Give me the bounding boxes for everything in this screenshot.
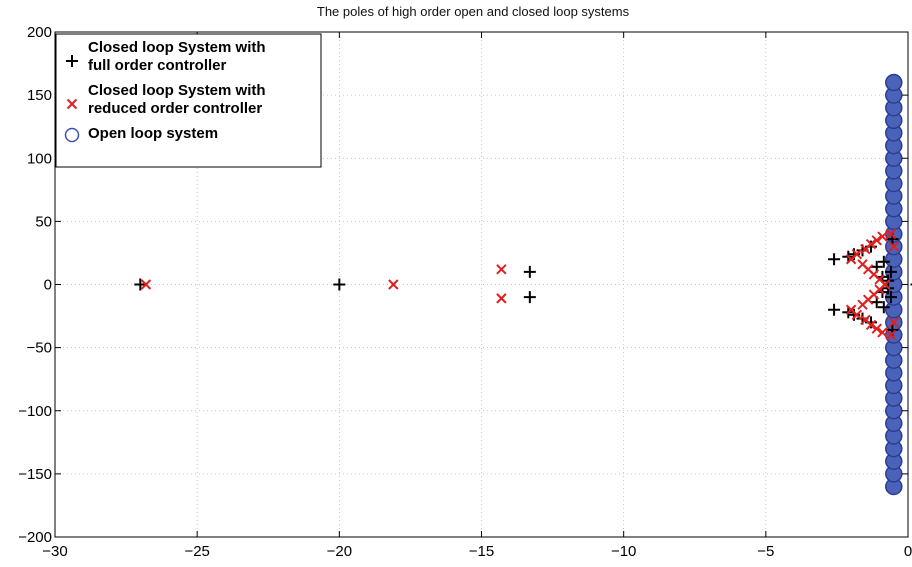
data-point	[877, 301, 890, 314]
legend-box	[55, 33, 322, 168]
y-tick-label: −200	[18, 529, 52, 546]
data-point	[880, 279, 891, 290]
x-stroke-b	[851, 248, 863, 260]
data-point	[885, 329, 897, 341]
x-stroke-b	[885, 329, 897, 341]
data-point	[865, 238, 877, 250]
legend-label: Closed loop System with	[88, 82, 266, 99]
y-tick-label: 200	[27, 24, 52, 41]
data-point	[496, 264, 507, 275]
x-stroke-b	[880, 279, 891, 290]
x-stroke-b	[857, 259, 868, 270]
data-point	[140, 279, 152, 290]
axis-ticks: −30 −25 −20 −15 −10 −5 0−200−150−100−500501001…	[18, 24, 912, 560]
x-tick-label: 0	[904, 543, 912, 560]
data-point	[877, 231, 888, 242]
data-point	[851, 248, 863, 260]
chart-title: The poles of high order open and closed …	[317, 4, 630, 19]
x-tick-label: −5	[757, 543, 774, 560]
x-tick-label: −30	[42, 543, 67, 560]
x-stroke-b	[862, 264, 874, 275]
legend-label: reduced order controller	[88, 100, 262, 117]
data-point	[333, 278, 346, 291]
y-tick-label: 100	[27, 150, 52, 167]
data-point	[888, 317, 899, 328]
data-point	[885, 228, 897, 240]
series-circle	[885, 73, 903, 496]
data-point	[884, 291, 897, 304]
data-point	[388, 279, 399, 290]
x-stroke-b	[496, 264, 507, 275]
data-point	[523, 291, 536, 304]
y-tick-label: −100	[18, 403, 52, 420]
y-tick-label: 50	[35, 213, 52, 230]
legend-marker-circle	[64, 127, 80, 143]
legend-label: full order controller	[88, 57, 227, 74]
x-tick-label: −25	[184, 543, 209, 560]
y-tick-label: 0	[44, 277, 52, 294]
x-stroke-b	[865, 238, 877, 250]
x-stroke-b	[877, 327, 888, 338]
data-point	[871, 323, 882, 334]
x-stroke-b	[845, 304, 857, 315]
x-stroke-b	[885, 228, 897, 240]
x-stroke-b	[874, 274, 885, 285]
x-stroke-b	[388, 279, 399, 290]
data-point	[885, 73, 903, 92]
x-stroke-b	[851, 309, 863, 321]
x-stroke-b	[888, 317, 899, 328]
x-stroke-b	[877, 231, 888, 242]
x-tick-label: −15	[469, 543, 494, 560]
data-point	[871, 235, 882, 246]
data-point	[496, 293, 507, 304]
x-stroke-b	[871, 323, 882, 334]
legend-label: Closed loop System with	[88, 39, 266, 56]
x-tick-label: −10	[611, 543, 636, 560]
data-point	[865, 319, 877, 331]
x-stroke-b	[496, 293, 507, 304]
x-stroke-b	[66, 98, 78, 110]
data-point	[828, 253, 841, 266]
x-stroke-b	[860, 314, 871, 326]
x-stroke-b	[140, 279, 152, 290]
x-stroke-b	[865, 319, 877, 331]
series-x	[140, 228, 899, 341]
y-tick-label: −150	[18, 466, 52, 483]
data-point	[828, 303, 841, 316]
data-point	[888, 241, 899, 252]
legend-marker-x	[66, 98, 78, 110]
y-tick-label: 150	[27, 87, 52, 104]
x-stroke-b	[868, 269, 880, 280]
series-layer	[134, 73, 912, 496]
data-point	[134, 278, 147, 291]
data-point	[851, 309, 863, 321]
data-point	[877, 327, 888, 338]
legend-marker-plus	[66, 55, 78, 67]
data-point	[877, 255, 890, 268]
x-tick-label: −20	[327, 543, 352, 560]
y-tick-label: −50	[27, 340, 52, 357]
legend-label: Open loop system	[88, 125, 218, 142]
data-point	[884, 265, 897, 278]
x-stroke-b	[888, 241, 899, 252]
x-stroke-b	[871, 235, 882, 246]
data-point	[523, 265, 536, 278]
